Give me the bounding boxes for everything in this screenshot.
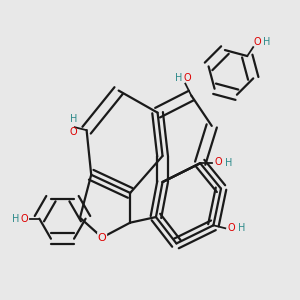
Text: O: O bbox=[228, 223, 235, 233]
Text: O: O bbox=[254, 37, 261, 47]
Text: O: O bbox=[98, 232, 106, 242]
Text: O: O bbox=[214, 157, 222, 167]
Text: O: O bbox=[183, 73, 190, 83]
Text: H: H bbox=[238, 223, 245, 233]
Text: H: H bbox=[226, 158, 233, 168]
Text: H: H bbox=[70, 114, 77, 124]
Text: H: H bbox=[175, 73, 182, 83]
Text: H: H bbox=[263, 37, 270, 47]
Text: H: H bbox=[12, 214, 19, 224]
Text: O: O bbox=[20, 214, 28, 224]
Text: O: O bbox=[69, 127, 77, 137]
